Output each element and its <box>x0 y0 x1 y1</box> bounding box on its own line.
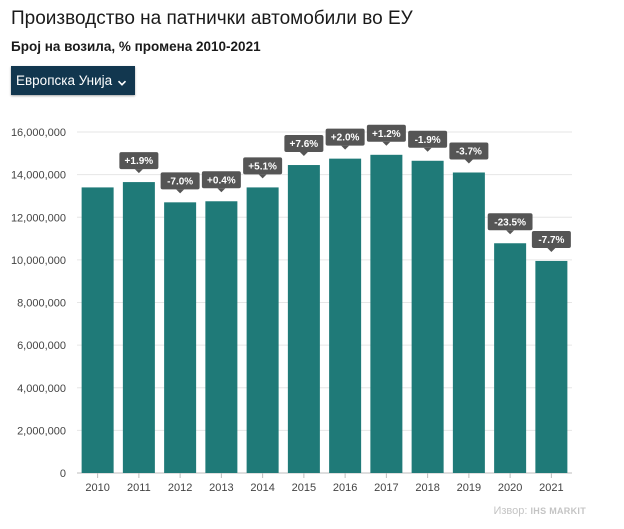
change-badge-label: +7.6% <box>290 139 319 150</box>
change-badge-box <box>325 128 365 146</box>
change-badge-label: +5.1% <box>248 161 277 172</box>
change-badge: +7.6% <box>284 135 324 157</box>
bar <box>535 260 568 473</box>
change-badge: -23.5% <box>487 213 533 235</box>
x-tick-label: 2010 <box>85 482 109 494</box>
change-badge-box <box>531 230 571 248</box>
source-prefix: Извор: <box>493 505 528 517</box>
chart-title: Производство на патнички автомобили во Е… <box>11 8 413 29</box>
bar <box>164 202 197 474</box>
change-badge: +1.2% <box>366 124 406 146</box>
change-badge-box <box>487 213 533 231</box>
bar <box>329 158 362 473</box>
y-tick-label: 12,000,000 <box>11 212 66 224</box>
y-tick-label: 16,000,000 <box>11 127 66 139</box>
x-tick-label: 2016 <box>333 482 357 494</box>
change-badge: +0.4% <box>201 171 241 193</box>
y-tick-label: 8,000,000 <box>17 298 66 310</box>
change-badge-box <box>243 157 283 175</box>
change-badge-label: -7.7% <box>538 235 564 246</box>
change-badge: -7.0% <box>160 172 200 194</box>
bar <box>205 201 238 473</box>
bar <box>287 165 320 474</box>
change-badge-box <box>449 142 489 160</box>
x-tick-label: 2015 <box>292 482 316 494</box>
x-tick-label: 2011 <box>127 482 151 494</box>
change-badge: +5.1% <box>243 157 283 179</box>
source-note: Извор: IHS MARKIT <box>493 505 586 517</box>
change-badge-pointer <box>176 189 185 194</box>
change-badge-pointer <box>341 145 350 150</box>
source-name: IHS MARKIT <box>530 506 586 516</box>
region-dropdown-value: Европска Унија <box>16 73 113 88</box>
x-tick-label: 2012 <box>168 482 192 494</box>
change-badge-label: -1.9% <box>415 135 441 146</box>
change-badge-label: +0.4% <box>207 175 236 186</box>
change-badge: +1.9% <box>119 152 159 174</box>
x-tick-label: 2021 <box>539 482 563 494</box>
change-badge-pointer <box>464 159 473 164</box>
change-badge-label: +1.9% <box>125 156 154 167</box>
change-badge-pointer <box>299 152 308 157</box>
bar <box>452 172 485 473</box>
region-dropdown[interactable]: Европска Унија <box>11 66 135 95</box>
change-badge: -7.7% <box>531 230 571 252</box>
y-tick-label: 0 <box>60 468 66 480</box>
x-tick-label: 2019 <box>457 482 481 494</box>
change-badge: -3.7% <box>449 142 489 164</box>
change-badge-pointer <box>547 247 556 252</box>
change-badge-label: -3.7% <box>456 146 482 157</box>
change-badge-box <box>366 124 406 142</box>
change-badge: +2.0% <box>325 128 365 150</box>
change-badge-box <box>284 135 324 153</box>
change-badge-label: -23.5% <box>494 217 526 228</box>
change-badge-pointer <box>217 188 226 193</box>
change-badge-label: +1.2% <box>372 129 401 140</box>
bar <box>494 243 527 473</box>
bar <box>81 187 114 473</box>
bar <box>370 154 403 473</box>
change-badge-pointer <box>134 169 143 174</box>
y-tick-label: 2,000,000 <box>17 425 66 437</box>
change-badge: -1.9% <box>408 130 448 152</box>
change-badge-box <box>160 172 200 190</box>
change-badge-pointer <box>506 230 515 235</box>
change-badge-pointer <box>423 147 432 152</box>
change-badge-box <box>119 152 159 170</box>
y-tick-label: 6,000,000 <box>17 340 66 352</box>
chart-subtitle: Број на возила, % промена 2010-2021 <box>11 39 261 54</box>
x-tick-label: 2020 <box>498 482 522 494</box>
bar <box>122 182 155 473</box>
y-tick-label: 4,000,000 <box>17 383 66 395</box>
x-tick-label: 2013 <box>209 482 233 494</box>
change-badge-pointer <box>382 141 391 146</box>
change-badge-box <box>408 130 448 148</box>
change-badge-label: +2.0% <box>331 133 360 144</box>
x-tick-label: 2014 <box>250 482 274 494</box>
change-badge-pointer <box>258 174 267 179</box>
x-tick-label: 2017 <box>374 482 398 494</box>
bar <box>411 160 444 473</box>
change-badge-label: -7.0% <box>167 176 193 187</box>
y-tick-label: 14,000,000 <box>11 170 66 182</box>
x-tick-label: 2018 <box>415 482 439 494</box>
bar <box>246 187 279 473</box>
chevron-down-icon <box>117 76 127 86</box>
change-badge-box <box>201 171 241 189</box>
y-tick-label: 10,000,000 <box>11 255 66 267</box>
